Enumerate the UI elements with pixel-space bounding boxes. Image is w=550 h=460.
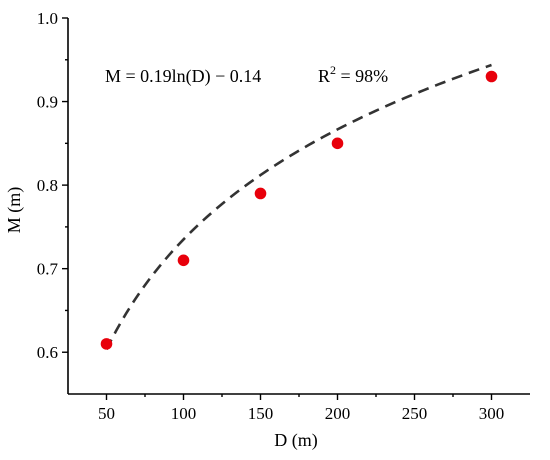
x-tick-label: 200 (325, 404, 351, 423)
x-axis-ticks: 50 100 150 200 250 300 (98, 394, 504, 423)
fit-curve-layer (105, 63, 492, 351)
y-tick-label: 0.8 (37, 176, 58, 195)
y-tick-label: 0.7 (37, 260, 59, 279)
x-tick-label: 150 (248, 404, 274, 423)
fit-equation: M = 0.19ln(D) − 0.14 (105, 66, 261, 87)
r2-symbol: R (318, 66, 330, 86)
r2-value: = 98% (336, 66, 388, 86)
data-point (254, 187, 267, 200)
y-axis-title: M (m) (4, 187, 25, 234)
r2-exponent: 2 (330, 63, 336, 77)
data-point (177, 254, 190, 267)
fit-curve (105, 63, 492, 351)
data-point (485, 70, 498, 83)
y-tick-label: 0.9 (37, 93, 58, 112)
y-axis-ticks: 0.6 0.7 0.8 0.9 1.0 (37, 9, 68, 362)
r-squared-annotation: R2 = 98% (318, 63, 388, 86)
x-tick-label: 250 (402, 404, 428, 423)
y-tick-label: 0.6 (37, 343, 58, 362)
x-tick-label: 300 (479, 404, 505, 423)
y-tick-label: 1.0 (37, 9, 58, 28)
data-point (331, 137, 344, 150)
x-tick-label: 50 (98, 404, 115, 423)
x-axis-title: D (m) (274, 430, 318, 451)
data-points (100, 70, 498, 350)
data-point (100, 338, 113, 350)
x-tick-label: 100 (171, 404, 197, 423)
